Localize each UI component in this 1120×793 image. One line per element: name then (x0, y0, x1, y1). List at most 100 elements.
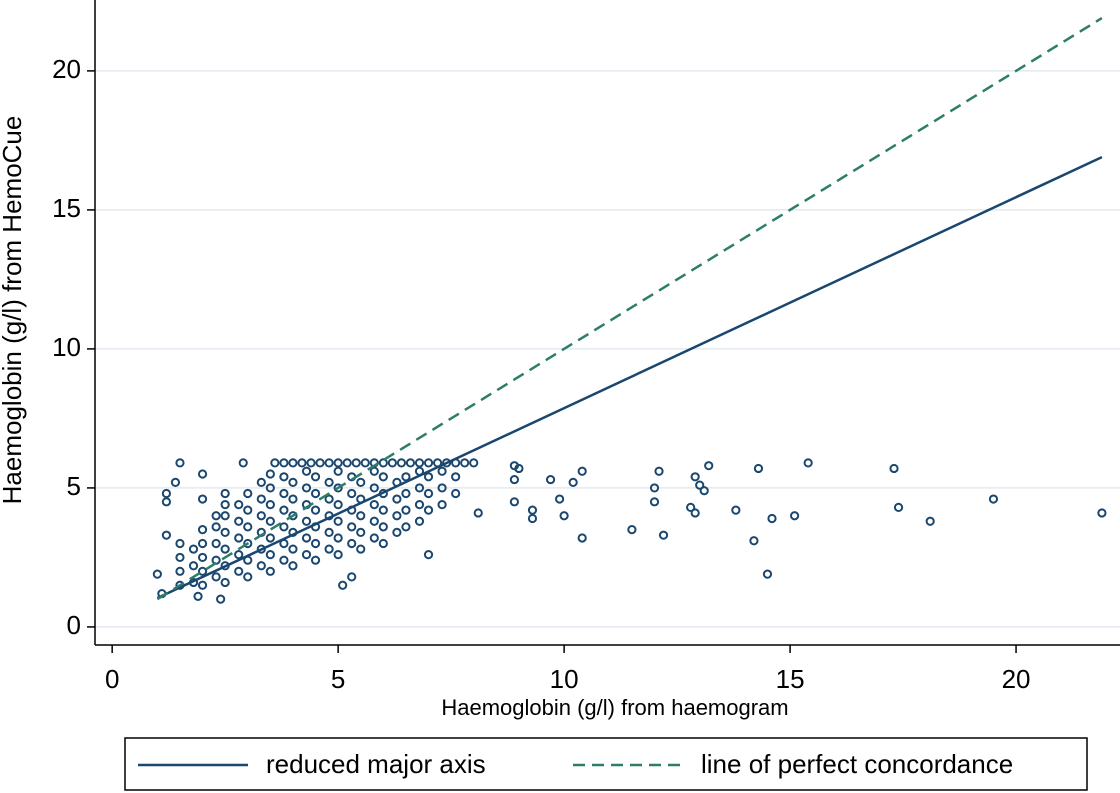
point (324, 458, 334, 468)
point (288, 494, 298, 504)
point (279, 458, 289, 468)
point (265, 533, 275, 543)
point (211, 511, 221, 521)
point (356, 477, 366, 487)
point (347, 522, 357, 532)
point (577, 466, 587, 476)
point (243, 488, 253, 499)
point (175, 566, 185, 576)
x-tick-label: 15 (776, 664, 805, 694)
point (767, 513, 777, 524)
point (437, 466, 447, 476)
point (175, 458, 185, 468)
point (324, 494, 334, 504)
point (175, 538, 185, 549)
point (243, 572, 253, 582)
point (356, 544, 366, 554)
point (238, 458, 248, 468)
point (351, 458, 361, 468)
point (451, 488, 461, 499)
fit-line (156, 17, 1103, 601)
point (988, 494, 999, 504)
point (324, 544, 334, 554)
fit-line (156, 155, 1103, 600)
y-tick-label: 20 (52, 54, 81, 84)
y-tick-label: 5 (67, 471, 81, 501)
point (197, 552, 208, 563)
point (175, 552, 185, 563)
point (333, 466, 343, 476)
point (554, 494, 565, 504)
point (288, 544, 298, 554)
point (654, 466, 664, 476)
point (414, 516, 425, 526)
x-tick-label: 10 (550, 664, 579, 694)
point (310, 488, 321, 499)
point (220, 511, 230, 521)
point (256, 477, 266, 487)
point (234, 500, 244, 510)
point (762, 569, 773, 579)
point (749, 536, 759, 546)
point (803, 458, 813, 468)
point (333, 483, 343, 493)
point (893, 502, 904, 512)
point (527, 505, 538, 515)
point (265, 516, 275, 526)
point (197, 494, 208, 504)
point (310, 555, 321, 565)
point (731, 505, 741, 515)
point (509, 497, 520, 507)
point (753, 463, 764, 474)
point (369, 533, 379, 543)
point (401, 488, 411, 499)
point (197, 538, 208, 549)
point (211, 555, 221, 565)
point (234, 550, 244, 560)
point (378, 522, 388, 532)
point (193, 591, 203, 601)
point (197, 525, 208, 535)
point (356, 511, 366, 521)
x-axis-label: Haemoglobin (g/l) from haemogram (441, 695, 788, 720)
point (925, 516, 935, 526)
point (301, 550, 312, 560)
point (315, 458, 325, 468)
point (414, 483, 425, 493)
point (514, 463, 524, 474)
point (279, 472, 289, 482)
point (378, 505, 388, 515)
y-tick-label: 0 (67, 610, 81, 640)
point (306, 458, 316, 468)
point (387, 458, 397, 468)
point (324, 527, 334, 538)
point (889, 463, 899, 474)
point (220, 500, 230, 510)
point (369, 483, 379, 493)
point (460, 458, 470, 468)
point (220, 527, 230, 538)
point (297, 458, 307, 468)
point (265, 483, 275, 493)
point (333, 516, 343, 526)
point (342, 458, 352, 468)
point (437, 500, 447, 510)
point (423, 488, 434, 499)
point (243, 538, 253, 549)
point (369, 516, 379, 526)
point (451, 472, 461, 482)
point (577, 533, 587, 543)
point (690, 472, 700, 482)
point (310, 538, 321, 549)
point (369, 466, 379, 476)
point (288, 458, 298, 468)
point (220, 577, 230, 588)
point (310, 505, 321, 515)
point (1097, 508, 1107, 518)
point (545, 474, 556, 485)
point (686, 502, 696, 512)
point (347, 538, 357, 549)
point (234, 533, 244, 543)
point (211, 522, 221, 532)
point (234, 566, 244, 576)
